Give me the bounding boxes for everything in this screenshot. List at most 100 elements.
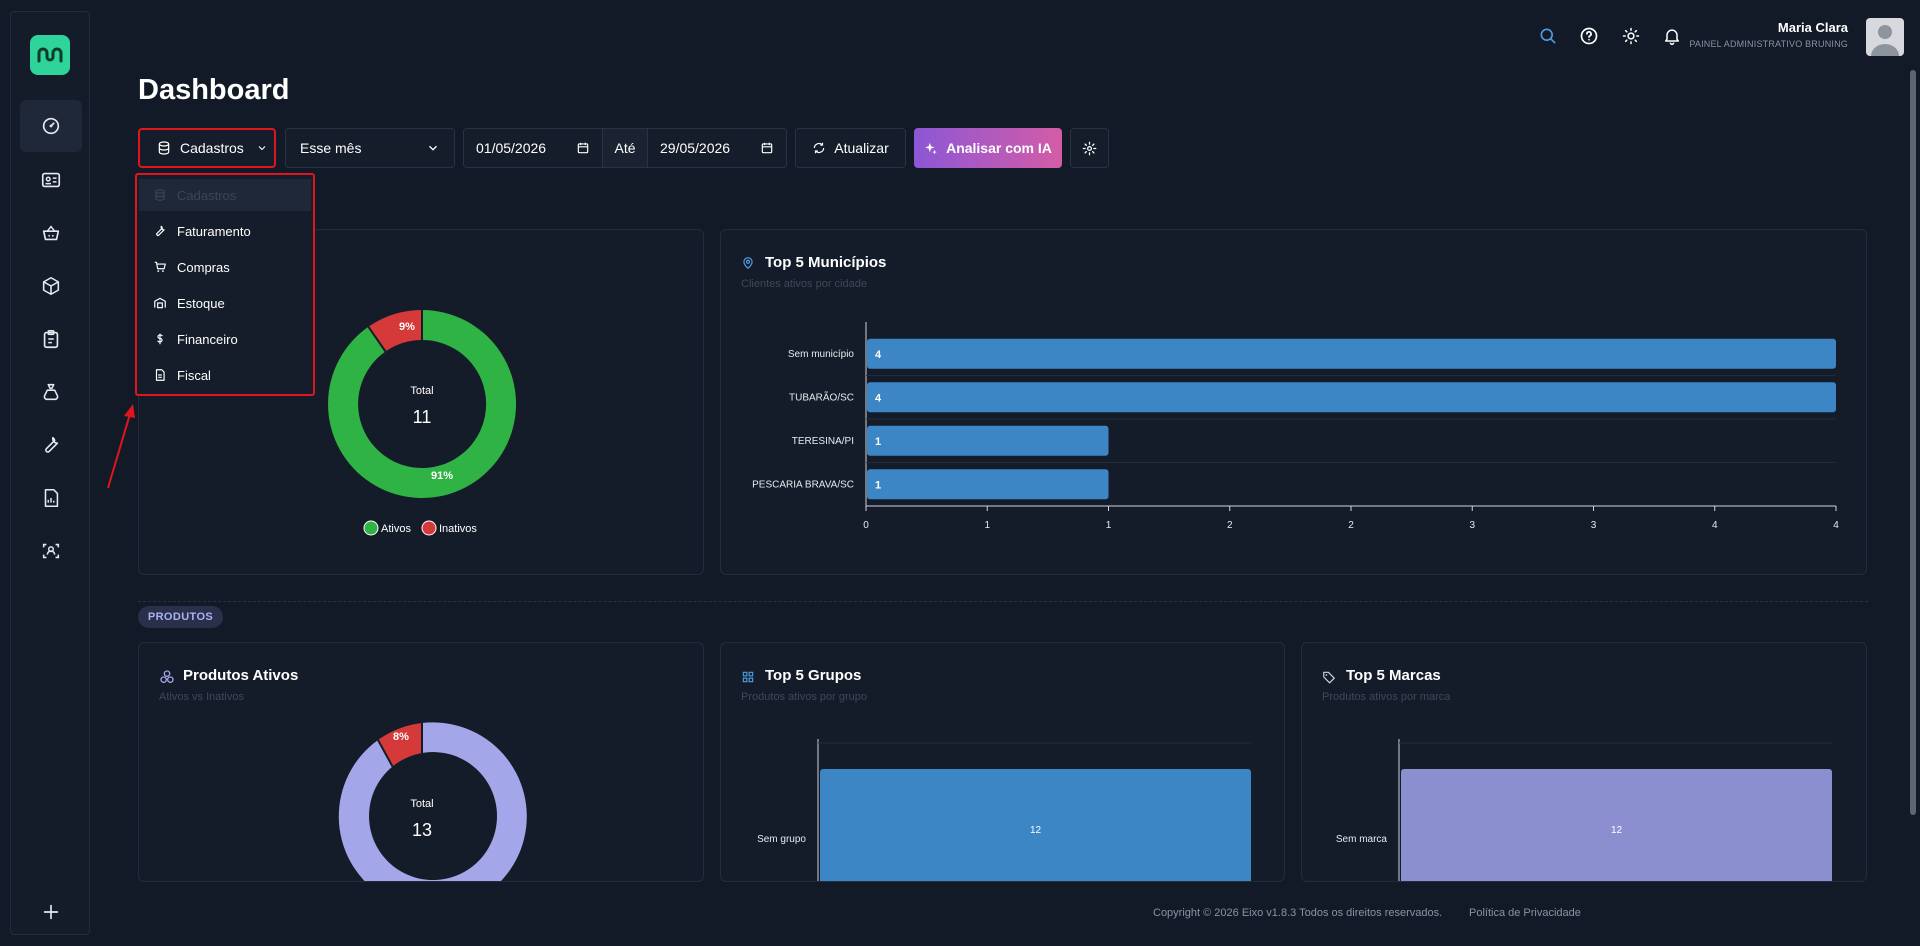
bar-value-label: 12 bbox=[1030, 825, 1042, 836]
bar-category-label: Sem município bbox=[788, 349, 855, 360]
menu-item-label: Fiscal bbox=[177, 367, 211, 383]
bell-icon bbox=[1665, 29, 1679, 46]
search-icon bbox=[1540, 28, 1556, 44]
sidebar-item-relatorios[interactable] bbox=[20, 472, 82, 524]
scan-user-icon bbox=[42, 543, 60, 559]
legend-ativos: Ativos bbox=[381, 523, 411, 535]
period-select[interactable]: Esse mês bbox=[285, 128, 455, 168]
municipios-bar-chart: 4 Sem município 4 TUBARÃO/SC 1 TERESINA/PI 1 PE… bbox=[752, 322, 1839, 531]
date-to-input[interactable]: 29/05/2026 bbox=[647, 128, 787, 168]
x-tick-label: 4 bbox=[1833, 520, 1839, 531]
clipboard-icon bbox=[43, 330, 59, 349]
sidebar-item-produtos[interactable] bbox=[20, 260, 82, 312]
x-tick-label: 1 bbox=[1106, 520, 1112, 531]
bar bbox=[1401, 769, 1832, 881]
menu-item-estoque[interactable]: Estoque bbox=[139, 287, 311, 319]
bar bbox=[820, 769, 1251, 881]
annotation-arrow bbox=[107, 404, 135, 489]
map-pin-icon bbox=[743, 257, 753, 270]
donut-slice-inativos bbox=[368, 310, 422, 352]
x-tick-label: 3 bbox=[1469, 520, 1475, 531]
sidebar-item-pedidos[interactable] bbox=[20, 313, 82, 365]
money-bag-icon bbox=[43, 383, 59, 401]
wrench-icon bbox=[45, 436, 59, 453]
sidebar-item-usuarios[interactable] bbox=[20, 525, 82, 577]
ai-analyze-label: Analisar com IA bbox=[946, 140, 1052, 156]
municipios-subtitle: Clientes ativos por cidade bbox=[741, 278, 867, 290]
refresh-button[interactable]: Atualizar bbox=[795, 128, 906, 168]
marcas-bar-chart: 12 Sem marca bbox=[1336, 739, 1832, 881]
module-dropdown-menu: Cadastros Faturamento Compras Estoque Fi… bbox=[135, 173, 315, 396]
date-range-label: Até bbox=[614, 140, 636, 156]
produtos-subtitle: Ativos vs Inativos bbox=[159, 691, 244, 703]
sun-icon bbox=[1622, 27, 1640, 45]
sidebar-item-cadastros[interactable] bbox=[20, 154, 82, 206]
x-tick-label: 2 bbox=[1227, 520, 1233, 531]
avatar[interactable] bbox=[1866, 18, 1904, 56]
user-name[interactable]: Maria Clara bbox=[1777, 20, 1848, 35]
scrollbar[interactable] bbox=[1910, 70, 1916, 815]
bar-value-label: 12 bbox=[1611, 825, 1623, 836]
bar-category-label: Sem marca bbox=[1336, 834, 1388, 845]
bar-category-label: Sem grupo bbox=[757, 834, 806, 845]
menu-item-faturamento[interactable]: Faturamento bbox=[139, 215, 311, 247]
bar bbox=[867, 382, 1836, 413]
bar-value-label: 1 bbox=[875, 436, 881, 448]
cart-icon bbox=[154, 261, 166, 272]
sidebar-item-financeiro[interactable] bbox=[20, 366, 82, 418]
cubes-icon bbox=[160, 670, 174, 683]
date-range-separator: Até bbox=[602, 128, 648, 168]
date-from-input[interactable]: 01/05/2026 bbox=[463, 128, 603, 168]
basket-icon bbox=[42, 225, 60, 241]
x-tick-label: 2 bbox=[1348, 520, 1354, 531]
module-select[interactable]: Cadastros bbox=[138, 128, 276, 168]
clientes-card: 9% 91% Total 11 Ativos Inativos bbox=[138, 229, 704, 575]
search-button[interactable] bbox=[1536, 24, 1560, 48]
section-divider bbox=[138, 601, 1868, 602]
menu-item-fiscal[interactable]: Fiscal bbox=[139, 359, 311, 391]
avatar-icon bbox=[1871, 25, 1899, 56]
grupos-subtitle: Produtos ativos por grupo bbox=[741, 691, 867, 703]
sidebar-item-dashboard[interactable] bbox=[20, 100, 82, 152]
footer-copyright: Copyright © 2026 Eixo v1.8.3 Todos os di… bbox=[1153, 907, 1443, 919]
grid-icon bbox=[742, 671, 754, 683]
logo-icon bbox=[37, 47, 63, 63]
bar-value-label: 4 bbox=[875, 349, 882, 361]
bar bbox=[867, 469, 1109, 500]
x-tick-label: 1 bbox=[984, 520, 990, 531]
sidebar-item-servicos[interactable] bbox=[20, 419, 82, 471]
app-logo[interactable] bbox=[30, 35, 70, 75]
grupos-bar-chart: 12 Sem grupo bbox=[757, 739, 1251, 881]
ai-analyze-button[interactable]: Analisar com IA bbox=[914, 128, 1062, 168]
municipios-card: Top 5 Municípios Clientes ativos por cid… bbox=[720, 229, 1867, 575]
help-button[interactable] bbox=[1577, 24, 1601, 48]
sidebar-add-button[interactable] bbox=[20, 886, 82, 938]
calendar-icon[interactable] bbox=[760, 141, 774, 155]
bar-category-label: TERESINA/PI bbox=[792, 436, 854, 447]
donut-label-produtos-inativos: 8% bbox=[393, 731, 409, 743]
sidebar-item-vendas[interactable] bbox=[20, 207, 82, 259]
x-tick-label: 4 bbox=[1712, 520, 1718, 531]
marcas-title: Top 5 Marcas bbox=[1346, 667, 1441, 684]
settings-button[interactable] bbox=[1070, 128, 1109, 168]
bar bbox=[867, 425, 1109, 456]
notifications-button[interactable] bbox=[1660, 24, 1684, 48]
menu-item-compras[interactable]: Compras bbox=[139, 251, 311, 283]
menu-item-financeiro[interactable]: Financeiro bbox=[139, 323, 311, 355]
produtos-total-label: Total bbox=[410, 798, 433, 810]
menu-item-cadastros: Cadastros bbox=[139, 179, 311, 211]
menu-item-label: Estoque bbox=[177, 295, 225, 311]
donut-slice-produtos-inativos bbox=[378, 723, 422, 767]
report-icon bbox=[44, 488, 59, 508]
date-from-value: 01/05/2026 bbox=[476, 140, 547, 156]
privacy-policy-link[interactable]: Política de Privacidade bbox=[1469, 907, 1581, 919]
menu-item-label: Financeiro bbox=[177, 331, 238, 347]
database-icon bbox=[158, 141, 170, 155]
municipios-title: Top 5 Municípios bbox=[765, 254, 887, 271]
period-select-label: Esse mês bbox=[300, 140, 362, 156]
database-icon bbox=[155, 189, 165, 201]
theme-toggle-button[interactable] bbox=[1619, 24, 1643, 48]
calendar-icon[interactable] bbox=[576, 141, 590, 155]
menu-item-label: Cadastros bbox=[177, 187, 237, 203]
donut-total-label: Total bbox=[410, 385, 433, 397]
